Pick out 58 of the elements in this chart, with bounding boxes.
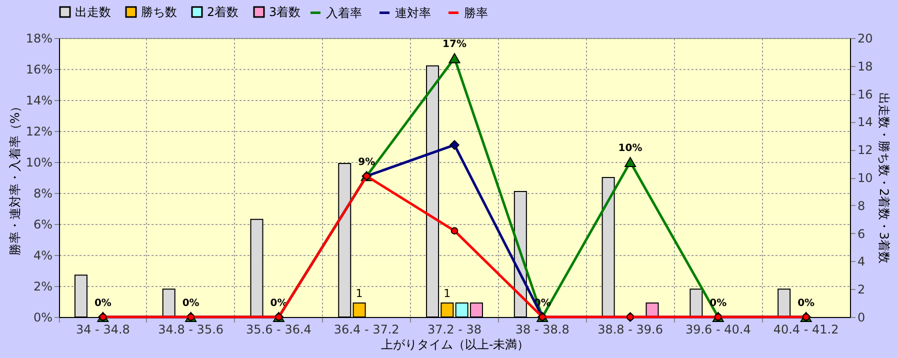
x-tick-label: 34 - 34.8 <box>76 322 130 336</box>
legend-label: 入着率 <box>326 6 362 20</box>
x-tick-label: 34.8 - 35.6 <box>158 322 224 336</box>
y-tick-label: 18% <box>26 32 52 46</box>
bar <box>602 177 615 318</box>
y2-tick-label: 0 <box>858 310 866 324</box>
data-label: 0% <box>798 298 815 309</box>
x-tick-label: 35.6 - 36.4 <box>246 322 312 336</box>
x-axis-title: 上がりタイム（以上-未満） <box>380 338 530 352</box>
y2-tick-label: 12 <box>858 143 873 158</box>
legend-label: 連対率 <box>395 6 431 20</box>
y-tick-label: 14% <box>26 94 52 108</box>
y-tick-label: 8% <box>33 186 52 200</box>
y2-tick-label: 14 <box>858 115 873 130</box>
data-label: 17% <box>442 39 466 50</box>
point <box>450 140 460 150</box>
data-label: 1 <box>444 287 451 300</box>
legend-label: 3着数 <box>269 5 301 19</box>
y-tick-label: 12% <box>26 124 52 138</box>
point <box>450 227 458 234</box>
point <box>448 53 460 64</box>
y2-tick-label: 10 <box>858 171 873 185</box>
x-tick-label: 38.8 - 39.6 <box>598 322 663 336</box>
data-label: 10% <box>618 143 642 154</box>
legend-label: 出走数 <box>75 5 111 19</box>
y2-tick-label: 2 <box>858 282 866 297</box>
y-tick-label: 16% <box>26 62 52 76</box>
x-tick-label: 36.4 - 37.2 <box>334 322 400 336</box>
y-axis-title: 勝率・連対率・入着率（%） <box>8 100 22 256</box>
y-tick-label: 6% <box>33 218 52 232</box>
y2-tick-label: 20 <box>858 32 873 46</box>
data-label: 9% <box>358 157 376 168</box>
x-tick-label: 38 - 38.8 <box>515 322 570 336</box>
y-tick-label: 10% <box>26 156 52 170</box>
legend-label: 勝率 <box>464 6 488 20</box>
legend-label: 勝ち数 <box>141 5 177 19</box>
y2-tick-label: 16 <box>858 87 873 102</box>
bar <box>646 302 659 318</box>
bar <box>778 288 791 318</box>
y2-axis-title: 出走数・勝ち数・2着数・3着数 <box>876 92 891 264</box>
y-tick-label: 0% <box>33 310 52 324</box>
legend-label: 2着数 <box>207 5 239 19</box>
data-label: 1 <box>356 287 363 300</box>
data-label: 0% <box>182 298 200 309</box>
y2-tick-label: 4 <box>858 254 866 269</box>
x-tick-label: 40.4 - 41.2 <box>773 322 839 336</box>
bar <box>690 288 703 318</box>
point <box>624 156 636 168</box>
data-label: 0% <box>94 298 112 309</box>
y-tick-label: 2% <box>33 280 52 294</box>
y2-tick-label: 18 <box>858 59 873 74</box>
x-tick-label: 37.2 - 38 <box>428 322 482 336</box>
y2-tick-label: 8 <box>858 198 866 213</box>
y-tick-label: 4% <box>33 248 52 262</box>
x-tick-label: 39.6 - 40.4 <box>685 322 751 336</box>
bar <box>250 218 264 318</box>
y2-tick-label: 6 <box>858 226 866 241</box>
bar <box>162 288 176 318</box>
